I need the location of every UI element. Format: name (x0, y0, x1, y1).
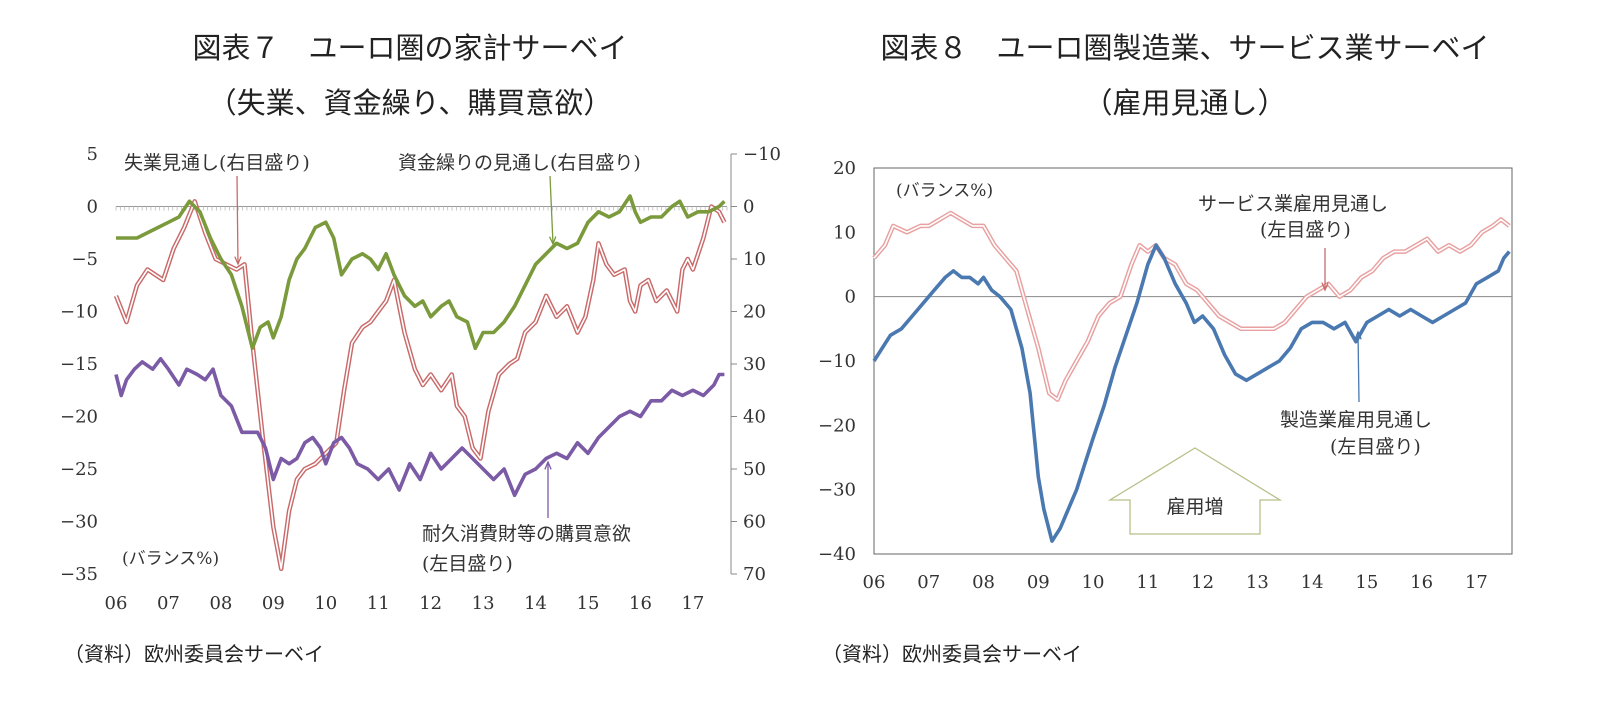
left-x-tick-label: 16 (629, 593, 652, 614)
right-chart-title-line1: 図表８ ユーロ圏製造業、サービス業サーベイ (880, 31, 1490, 65)
right-box-label: 雇用増 (1166, 496, 1223, 518)
right-x-axis-ticks: 06 07 08 09 10 11 12 13 14 15 16 17 (863, 572, 1488, 593)
series-line-0-inner (115, 200, 726, 570)
series-line-0-inner (873, 212, 1510, 401)
left-right-y-tick-label: 40 (743, 407, 766, 428)
left-x-tick-label: 15 (577, 593, 600, 614)
left-arrow-unemployment (236, 175, 239, 265)
right-up-arrow-shape (1107, 447, 1283, 535)
left-series (113, 194, 727, 572)
right-x-tick-label: 06 (863, 572, 886, 593)
left-x-tick-label: 10 (314, 593, 337, 614)
left-x-tick-label: 09 (262, 593, 285, 614)
series-line-0 (872, 210, 1511, 402)
left-y-axis-left-ticks: 5 0 −5 −10 −15 −20 −25 −30 −35 (60, 144, 98, 585)
right-chart-title-line2: （雇用見通し） (1083, 86, 1287, 120)
left-y-tick-label: −15 (60, 354, 98, 375)
right-x-tick-label: 17 (1465, 572, 1488, 593)
right-annotation-manufacturing-line2: (左目盛り) (1330, 436, 1421, 458)
right-box-arrow (1107, 447, 1283, 535)
left-annotation-finance: 資金繰りの見通し(右目盛り) (398, 152, 641, 174)
right-x-tick-label: 15 (1355, 572, 1378, 593)
left-right-y-tick-label: 70 (743, 564, 766, 585)
left-x-axis-ticks: 06 07 08 09 10 11 12 13 14 15 16 17 (105, 206, 728, 614)
left-annotation-purchase-line2: (左目盛り) (422, 553, 513, 575)
right-x-tick-label: 12 (1191, 572, 1214, 593)
right-annotation-arrows (1321, 248, 1362, 403)
left-right-y-tick-label: −10 (743, 144, 781, 165)
series-line-2 (114, 357, 725, 498)
left-x-tick-label: 11 (367, 593, 390, 614)
right-y-tick-label: −10 (818, 351, 856, 372)
right-x-tick-label: 08 (972, 572, 995, 593)
left-arrow-purchase-head (544, 460, 552, 470)
left-y-tick-label: 5 (87, 144, 98, 165)
right-chart: 20 10 0 −10 −20 −30 −40 06 07 08 09 10 11 12 13 14 15 16… (818, 158, 1513, 593)
right-x-tick-label: 14 (1301, 572, 1324, 593)
left-arrow-finance-head (548, 236, 557, 246)
left-y-tick-label: −5 (71, 249, 98, 270)
left-y-tick-label: −25 (60, 459, 98, 480)
left-x-tick-label: 07 (157, 593, 180, 614)
left-x-tick-label: 12 (419, 593, 442, 614)
right-arrow-manufacturing (1357, 331, 1360, 403)
right-y-tick-label: 10 (833, 222, 856, 243)
right-x-tick-label: 09 (1027, 572, 1050, 593)
left-y-tick-label: −20 (60, 407, 98, 428)
left-chart: 50−5−10−15−20−25−30−35 −1001020304050607… (60, 144, 781, 614)
right-series (872, 210, 1511, 543)
right-unit-label: (バランス%) (896, 181, 993, 201)
right-x-tick-label: 13 (1246, 572, 1269, 593)
right-y-tick-label: −20 (818, 415, 856, 436)
left-right-y-tick-label: 20 (743, 302, 766, 323)
left-source: （資料）欧州委員会サーベイ (64, 642, 324, 666)
series-line-1 (116, 194, 726, 351)
right-arrow-manufacturing-head (1354, 330, 1362, 340)
left-arrow-finance (549, 175, 554, 245)
left-right-y-tick-label: 10 (743, 249, 766, 270)
right-annotation-manufacturing-line1: 製造業雇用見通し (1280, 409, 1432, 431)
right-annotation-service-line1: サービス業雇用見通し (1198, 193, 1388, 215)
series-line-1 (872, 243, 1511, 543)
right-y-tick-label: 20 (833, 158, 856, 179)
series-line-0 (113, 199, 727, 572)
left-chart-title-line1: 図表７ ユーロ圏の家計サーベイ (192, 31, 628, 65)
right-x-tick-label: 11 (1136, 572, 1159, 593)
right-x-tick-label: 07 (917, 572, 940, 593)
left-x-tick-label: 08 (209, 593, 232, 614)
left-x-tick-label: 06 (105, 593, 128, 614)
right-annotation-service-line2: (左目盛り) (1260, 219, 1351, 241)
left-right-y-tick-label: 0 (743, 197, 754, 218)
left-y-axis-right-ticks: −10 0 10 20 30 40 50 60 70 (730, 144, 781, 585)
left-x-tick-label: 17 (681, 593, 704, 614)
left-annotation-unemployment: 失業見通し(右目盛り) (124, 152, 310, 174)
right-y-axis-ticks: 20 10 0 −10 −20 −30 −40 (818, 158, 856, 565)
left-y-tick-label: −10 (60, 302, 98, 323)
left-annotation-arrows (234, 175, 557, 518)
right-arrow-service-head (1321, 282, 1329, 292)
left-unit-label: (バランス%) (122, 549, 219, 569)
left-annotation-purchase-line1: 耐久消費財等の購買意欲 (422, 523, 631, 545)
right-x-tick-label: 16 (1410, 572, 1433, 593)
left-y-tick-label: −30 (60, 512, 98, 533)
left-chart-title-line2: （失業、資金繰り、購買意欲） (207, 86, 613, 120)
right-y-tick-label: 0 (845, 287, 856, 308)
right-source: （資料）欧州委員会サーベイ (822, 642, 1082, 666)
left-x-tick-label: 14 (524, 593, 547, 614)
left-right-y-tick-label: 50 (743, 459, 766, 480)
left-arrow-unemployment-head (234, 256, 242, 266)
right-y-tick-label: −30 (818, 480, 856, 501)
left-y-tick-label: −35 (60, 564, 98, 585)
left-right-y-tick-label: 60 (743, 512, 766, 533)
left-right-y-tick-label: 30 (743, 354, 766, 375)
right-x-tick-label: 10 (1082, 572, 1105, 593)
right-y-tick-label: −40 (818, 544, 856, 565)
left-y-tick-label: 0 (87, 197, 98, 218)
left-x-tick-label: 13 (472, 593, 495, 614)
